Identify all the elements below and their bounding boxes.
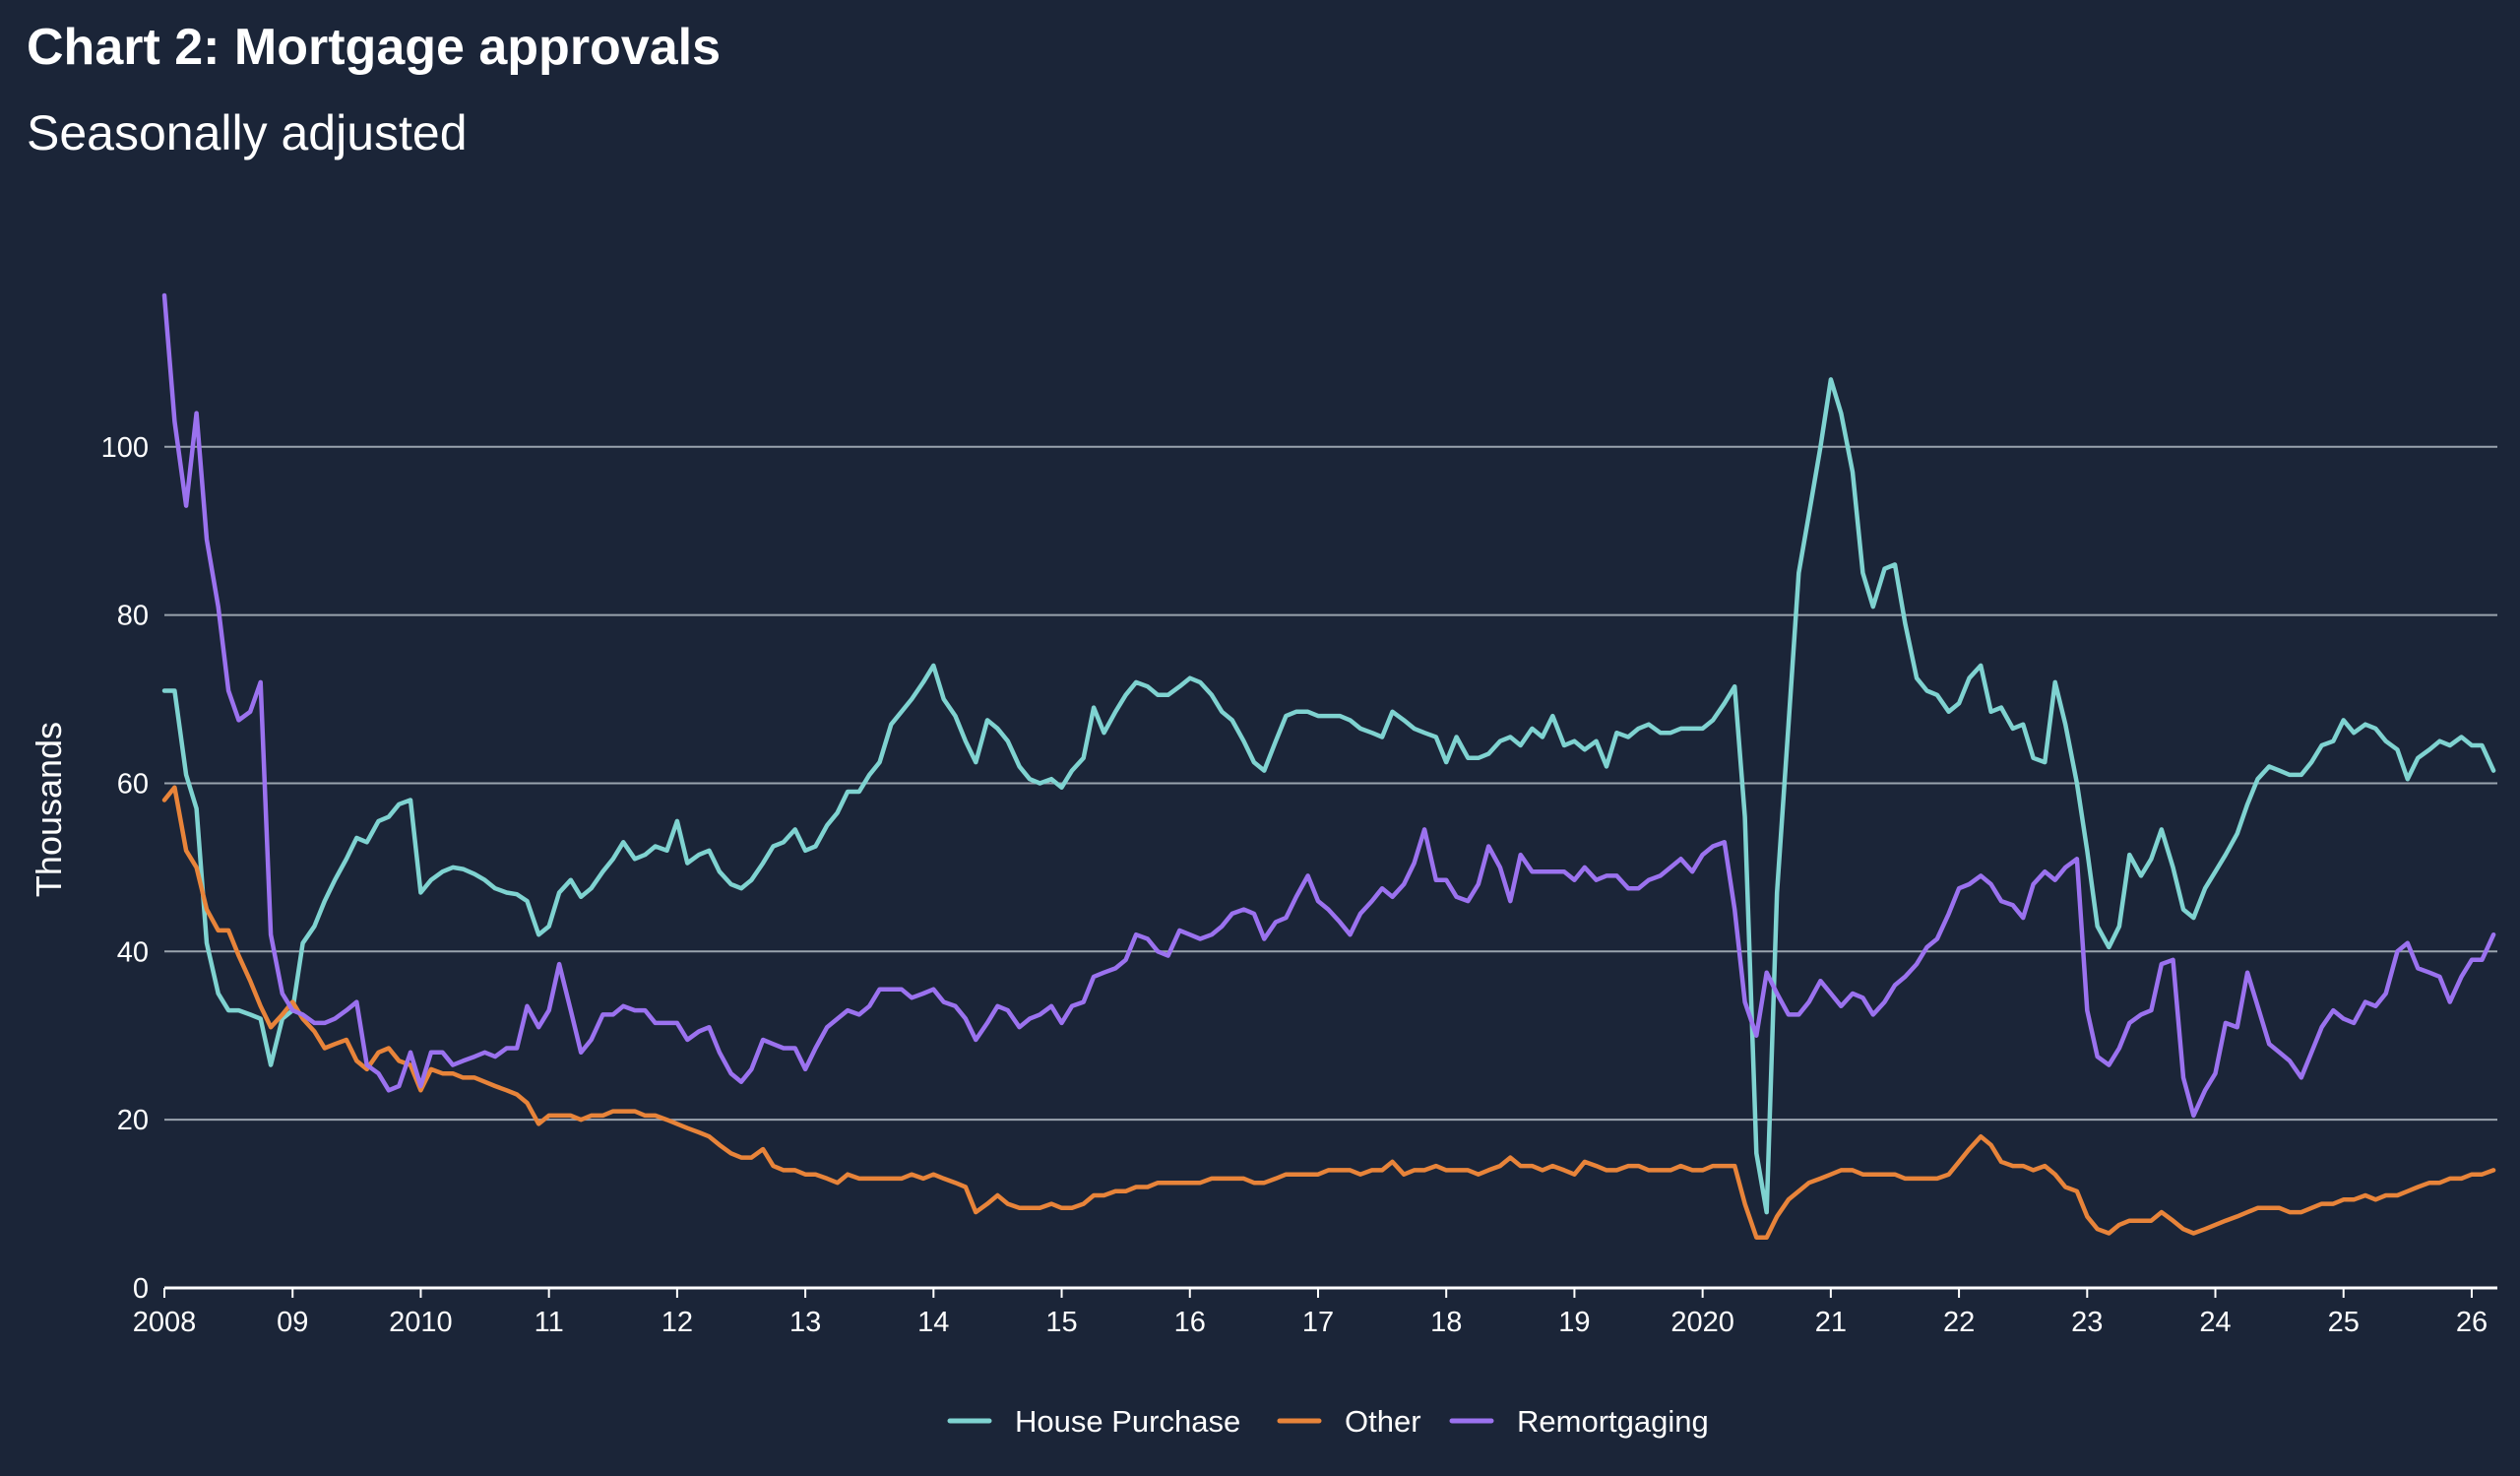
x-tick-label: 12 — [662, 1307, 693, 1338]
x-tick-label: 2008 — [133, 1307, 197, 1338]
series-line-house-purchase — [161, 377, 2496, 1215]
x-tick-label: 11 — [535, 1307, 564, 1338]
y-tick-label: 60 — [117, 768, 149, 800]
series-line-other — [161, 785, 2496, 1240]
x-tick-label: 15 — [1045, 1307, 1077, 1338]
x-tick-label: 26 — [2456, 1307, 2488, 1338]
y-tick-label: 40 — [117, 936, 149, 968]
chart-subtitle: Seasonally adjusted — [27, 105, 468, 160]
x-tick-label: 2020 — [1670, 1307, 1734, 1338]
y-tick-label: 80 — [117, 601, 149, 632]
y-tick-label: 0 — [133, 1273, 149, 1305]
x-tick-label: 2010 — [389, 1307, 453, 1338]
y-tick-label: 100 — [101, 432, 149, 464]
x-tick-label: 14 — [917, 1307, 949, 1338]
x-tick-label: 24 — [2199, 1307, 2231, 1338]
legend-item: Other — [1277, 1404, 1421, 1439]
legend-label: House Purchase — [1015, 1404, 1240, 1439]
series-lines — [161, 292, 2496, 1240]
series-line-remortgaging — [161, 292, 2496, 1119]
legend: House Purchase Other Remortgaging — [947, 1404, 1709, 1439]
x-tick-label: 23 — [2071, 1307, 2103, 1338]
legend-label: Remortgaging — [1517, 1404, 1709, 1439]
chart-title: Chart 2: Mortgage approvals — [27, 19, 722, 76]
x-tick-label: 16 — [1174, 1307, 1206, 1338]
y-tick-label: 20 — [117, 1105, 149, 1136]
x-tick-label: 13 — [789, 1307, 821, 1338]
gridlines — [164, 445, 2497, 1122]
x-tick-label: 22 — [1943, 1307, 1975, 1338]
legend-label: Other — [1345, 1404, 1421, 1439]
x-tick-label: 09 — [277, 1307, 308, 1338]
axes: 0 20 40 60 80 100 2008 09 2010 11 12 13 14 15 16 17 18 19… — [101, 432, 2497, 1338]
x-tick-label: 21 — [1815, 1307, 1847, 1338]
x-tick-label: 25 — [2328, 1307, 2360, 1338]
x-tick-label: 18 — [1430, 1307, 1462, 1338]
legend-item: Remortgaging — [1449, 1404, 1709, 1439]
x-tick-label: 19 — [1558, 1307, 1590, 1338]
y-axis-title: Thousands — [29, 722, 69, 897]
legend-item: House Purchase — [947, 1404, 1240, 1439]
x-tick-label: 17 — [1302, 1307, 1334, 1338]
